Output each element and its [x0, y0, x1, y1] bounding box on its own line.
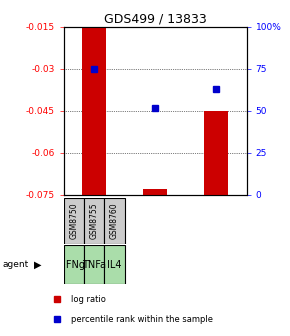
Bar: [84, 198, 104, 244]
Text: GSM8750: GSM8750: [69, 203, 79, 239]
Bar: [84, 245, 104, 284]
Text: log ratio: log ratio: [71, 295, 106, 303]
Bar: [104, 198, 125, 244]
Bar: [64, 198, 84, 244]
Text: agent: agent: [3, 260, 29, 269]
Bar: [204, 111, 228, 195]
Title: GDS499 / 13833: GDS499 / 13833: [104, 13, 206, 26]
Bar: [82, 27, 106, 195]
Text: TNFa: TNFa: [82, 260, 106, 269]
Text: GSM8760: GSM8760: [110, 203, 119, 239]
Text: GSM8755: GSM8755: [90, 203, 99, 239]
Bar: [104, 245, 125, 284]
Text: percentile rank within the sample: percentile rank within the sample: [71, 315, 213, 324]
Text: IFNg: IFNg: [63, 260, 85, 269]
Bar: [64, 245, 84, 284]
Bar: [143, 189, 167, 195]
Text: IL4: IL4: [107, 260, 122, 269]
Text: ▶: ▶: [34, 260, 41, 269]
